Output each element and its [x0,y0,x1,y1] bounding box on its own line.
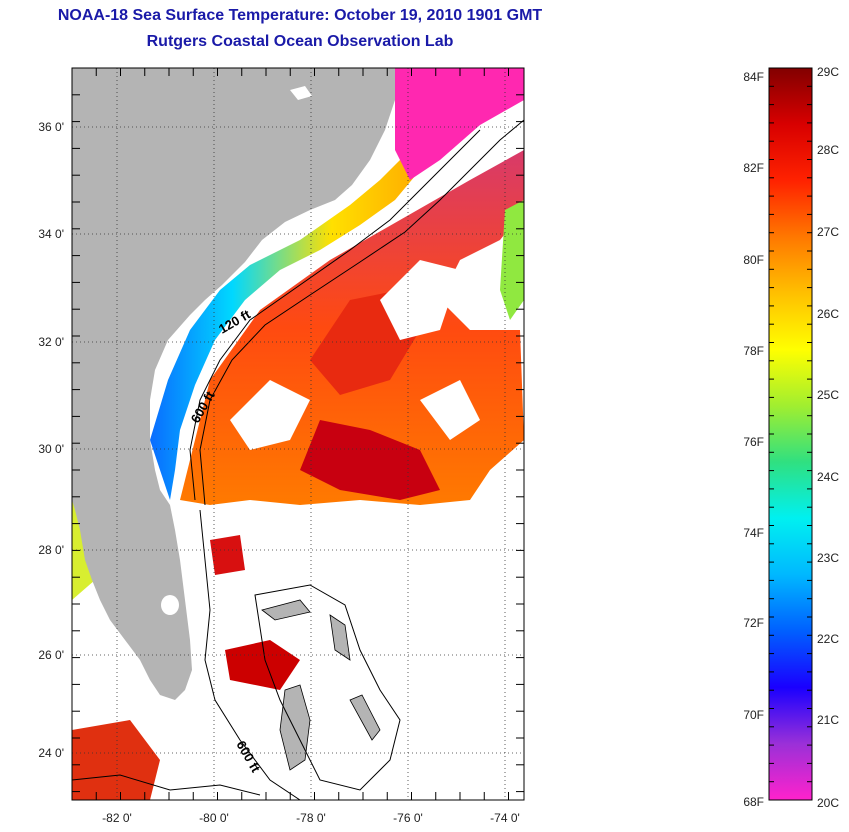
contour-cuba [72,774,261,796]
contour-600ft [199,119,524,506]
andros-island [279,684,311,771]
map-ticks [71,67,524,800]
grand-bahama-island [261,599,311,621]
colorbar-ticks [769,67,812,801]
lat-label: 24 0' [38,746,64,760]
celsius-label: 25C [817,388,839,402]
celsius-label: 28C [817,143,839,157]
colorbar-celsius-labels: 29C 28C 27C 26C 25C 24C 23C 22C 21C 20C [817,65,839,810]
fahrenheit-label: 68F [743,795,764,809]
fahrenheit-label: 76F [743,435,764,449]
fahrenheit-label: 84F [743,70,764,84]
lat-label: 26 0' [38,648,64,662]
lat-label: 28 0' [38,543,64,557]
lon-label: -82 0' [102,811,132,825]
lake-okeechobee [161,595,179,615]
celsius-label: 26C [817,307,839,321]
fahrenheit-label: 80F [743,253,764,267]
abaco-island [329,614,351,661]
colorbar-fahrenheit-labels: 84F 82F 80F 78F 76F 74F 72F 70F 68F [743,70,764,809]
lat-label: 30 0' [38,442,64,456]
colorbar-scale [768,67,813,801]
bahamas-warm-water [225,640,300,690]
eleuthera-island [349,694,381,741]
lon-axis-labels: -82 0' -80 0' -78 0' -76 0' -74 0' [102,811,520,825]
fahrenheit-label: 72F [743,616,764,630]
celsius-label: 22C [817,632,839,646]
us-mainland-land [72,68,395,700]
contour-straits [199,509,301,800]
contour-bank [254,584,401,791]
map-grid [72,68,524,800]
straits-warm-water [210,535,245,575]
contour-120ft [189,129,481,501]
celsius-label: 29C [817,65,839,79]
lon-label: -74 0' [490,811,520,825]
colorbar: 84F 82F 80F 78F 76F 74F 72F 70F 68F 29C … [743,65,839,810]
page-title: NOAA-18 Sea Surface Temperature: October… [57,7,543,24]
celsius-label: 23C [817,551,839,565]
celsius-label: 27C [817,225,839,239]
fahrenheit-label: 74F [743,526,764,540]
lon-label: -80 0' [199,811,229,825]
warm-core-patch [300,420,440,500]
map-frame [71,67,525,801]
pamlico-sound-water [395,68,524,180]
lat-label: 34 0' [38,227,64,241]
cloud-gap-2 [230,380,310,450]
fahrenheit-label: 70F [743,708,764,722]
page-subtitle: Rutgers Coastal Ocean Observation Lab [146,33,454,50]
map-area: 120 ft 600 ft 600 ft [72,68,524,800]
lat-axis-labels: 36 0' 34 0' 32 0' 30 0' 28 0' 26 0' 24 0… [38,120,64,760]
east-edge-water [500,200,524,320]
fahrenheit-label: 78F [743,344,764,358]
lat-label: 32 0' [38,335,64,349]
lon-label: -78 0' [296,811,326,825]
inland-lake [290,86,312,100]
fahrenheit-label: 82F [743,161,764,175]
lon-label: -76 0' [393,811,423,825]
cloud-gap-1 [380,260,460,340]
celsius-label: 21C [817,713,839,727]
celsius-label: 24C [817,470,839,484]
lat-label: 36 0' [38,120,64,134]
cloud-gap-3 [420,380,480,440]
celsius-label: 20C [817,796,839,810]
